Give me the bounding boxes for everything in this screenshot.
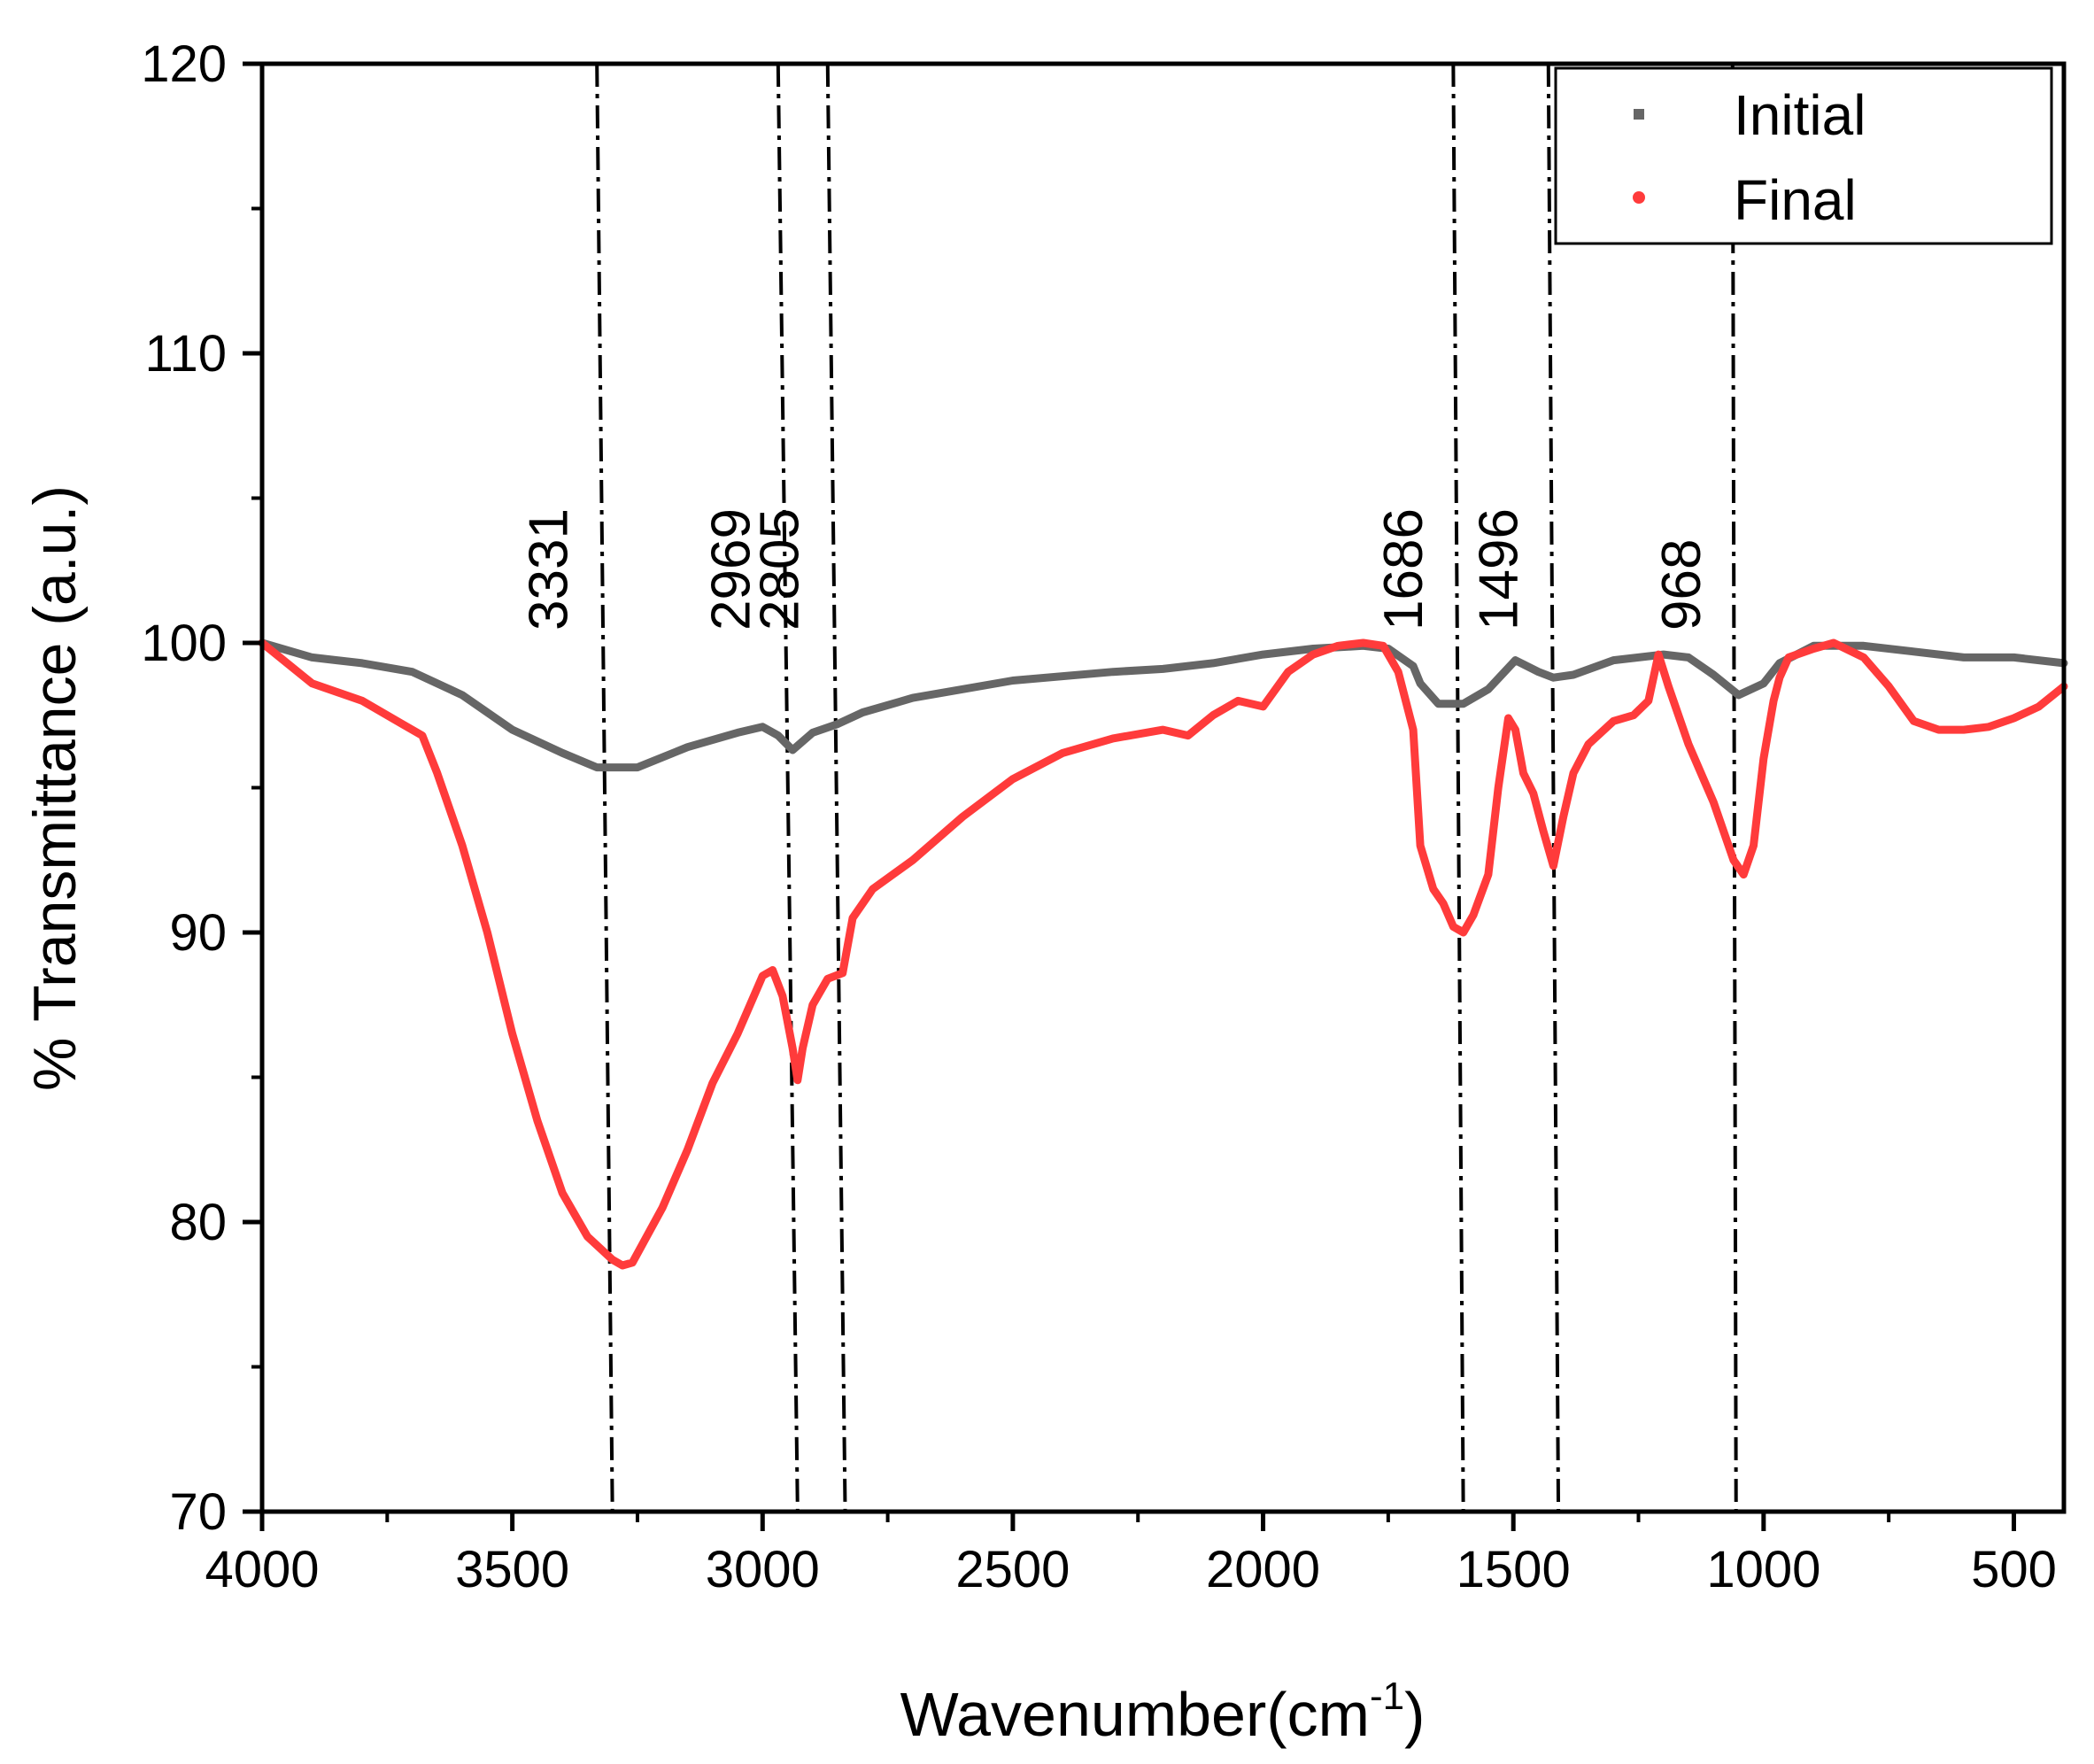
annotation-label-3331: 3331	[519, 508, 580, 631]
legend-label-final: Final	[1734, 168, 1857, 232]
x-axis-label-sup: -1	[1370, 1675, 1404, 1718]
annotation-line-1496	[1546, 63, 1561, 1513]
series-line-initial	[258, 638, 2068, 772]
annotation-line-1686	[1451, 63, 1465, 1513]
x-tick-label-3000: 3000	[706, 1541, 820, 1598]
y-tick-label-80: 80	[169, 1194, 227, 1251]
annotation-label-1686: 1686	[1373, 508, 1434, 631]
annotation-label-968: 968	[1651, 539, 1712, 631]
y-tick-label-100: 100	[141, 615, 227, 672]
y-axis: 70 80 90 100 110 120	[141, 35, 262, 1541]
x-tick-label-4000: 4000	[205, 1541, 319, 1598]
series-layer	[258, 638, 2068, 1270]
x-tick-label-2000: 2000	[1206, 1541, 1320, 1598]
series-line-final	[258, 638, 2068, 1270]
annotation-label-2805: 2805	[750, 508, 811, 631]
x-tick-label-1500: 1500	[1457, 1541, 1571, 1598]
x-axis: 4000 3500 3000 2500 2000 1500 1000 500	[205, 1512, 2057, 1598]
y-axis-label: % Transmittance (a.u.)	[21, 485, 89, 1091]
x-tick-label-2500: 2500	[955, 1541, 1070, 1598]
x-axis-label: Wavenumber(cm-1)	[900, 1675, 1426, 1749]
x-tick-label-500: 500	[1971, 1541, 2057, 1598]
y-tick-label-90: 90	[169, 904, 227, 962]
x-axis-label-close: )	[1404, 1680, 1425, 1749]
legend-marker-final	[1633, 191, 1645, 204]
y-tick-label-120: 120	[141, 35, 227, 93]
annotation-line-968	[1730, 63, 1738, 1513]
plot-frame	[259, 61, 2067, 1514]
x-tick-label-1000: 1000	[1706, 1541, 1820, 1598]
legend-label-initial: Initial	[1734, 83, 1866, 147]
annotation-label-1496: 1496	[1469, 508, 1530, 631]
legend-marker-initial	[1634, 109, 1644, 120]
x-axis-label-main: Wavenumber(cm	[900, 1680, 1370, 1749]
annotation-line-2969	[776, 63, 800, 1513]
y-tick-label-70: 70	[169, 1483, 227, 1541]
x-tick-label-3500: 3500	[455, 1541, 569, 1598]
annotation-line-2805	[825, 63, 847, 1513]
y-tick-label-110: 110	[145, 325, 227, 383]
annotation-label-2969: 2969	[700, 508, 761, 631]
legend-box	[1554, 66, 2053, 245]
legend: Initial Final	[1554, 66, 2053, 245]
annotation-line-3331	[595, 63, 614, 1513]
